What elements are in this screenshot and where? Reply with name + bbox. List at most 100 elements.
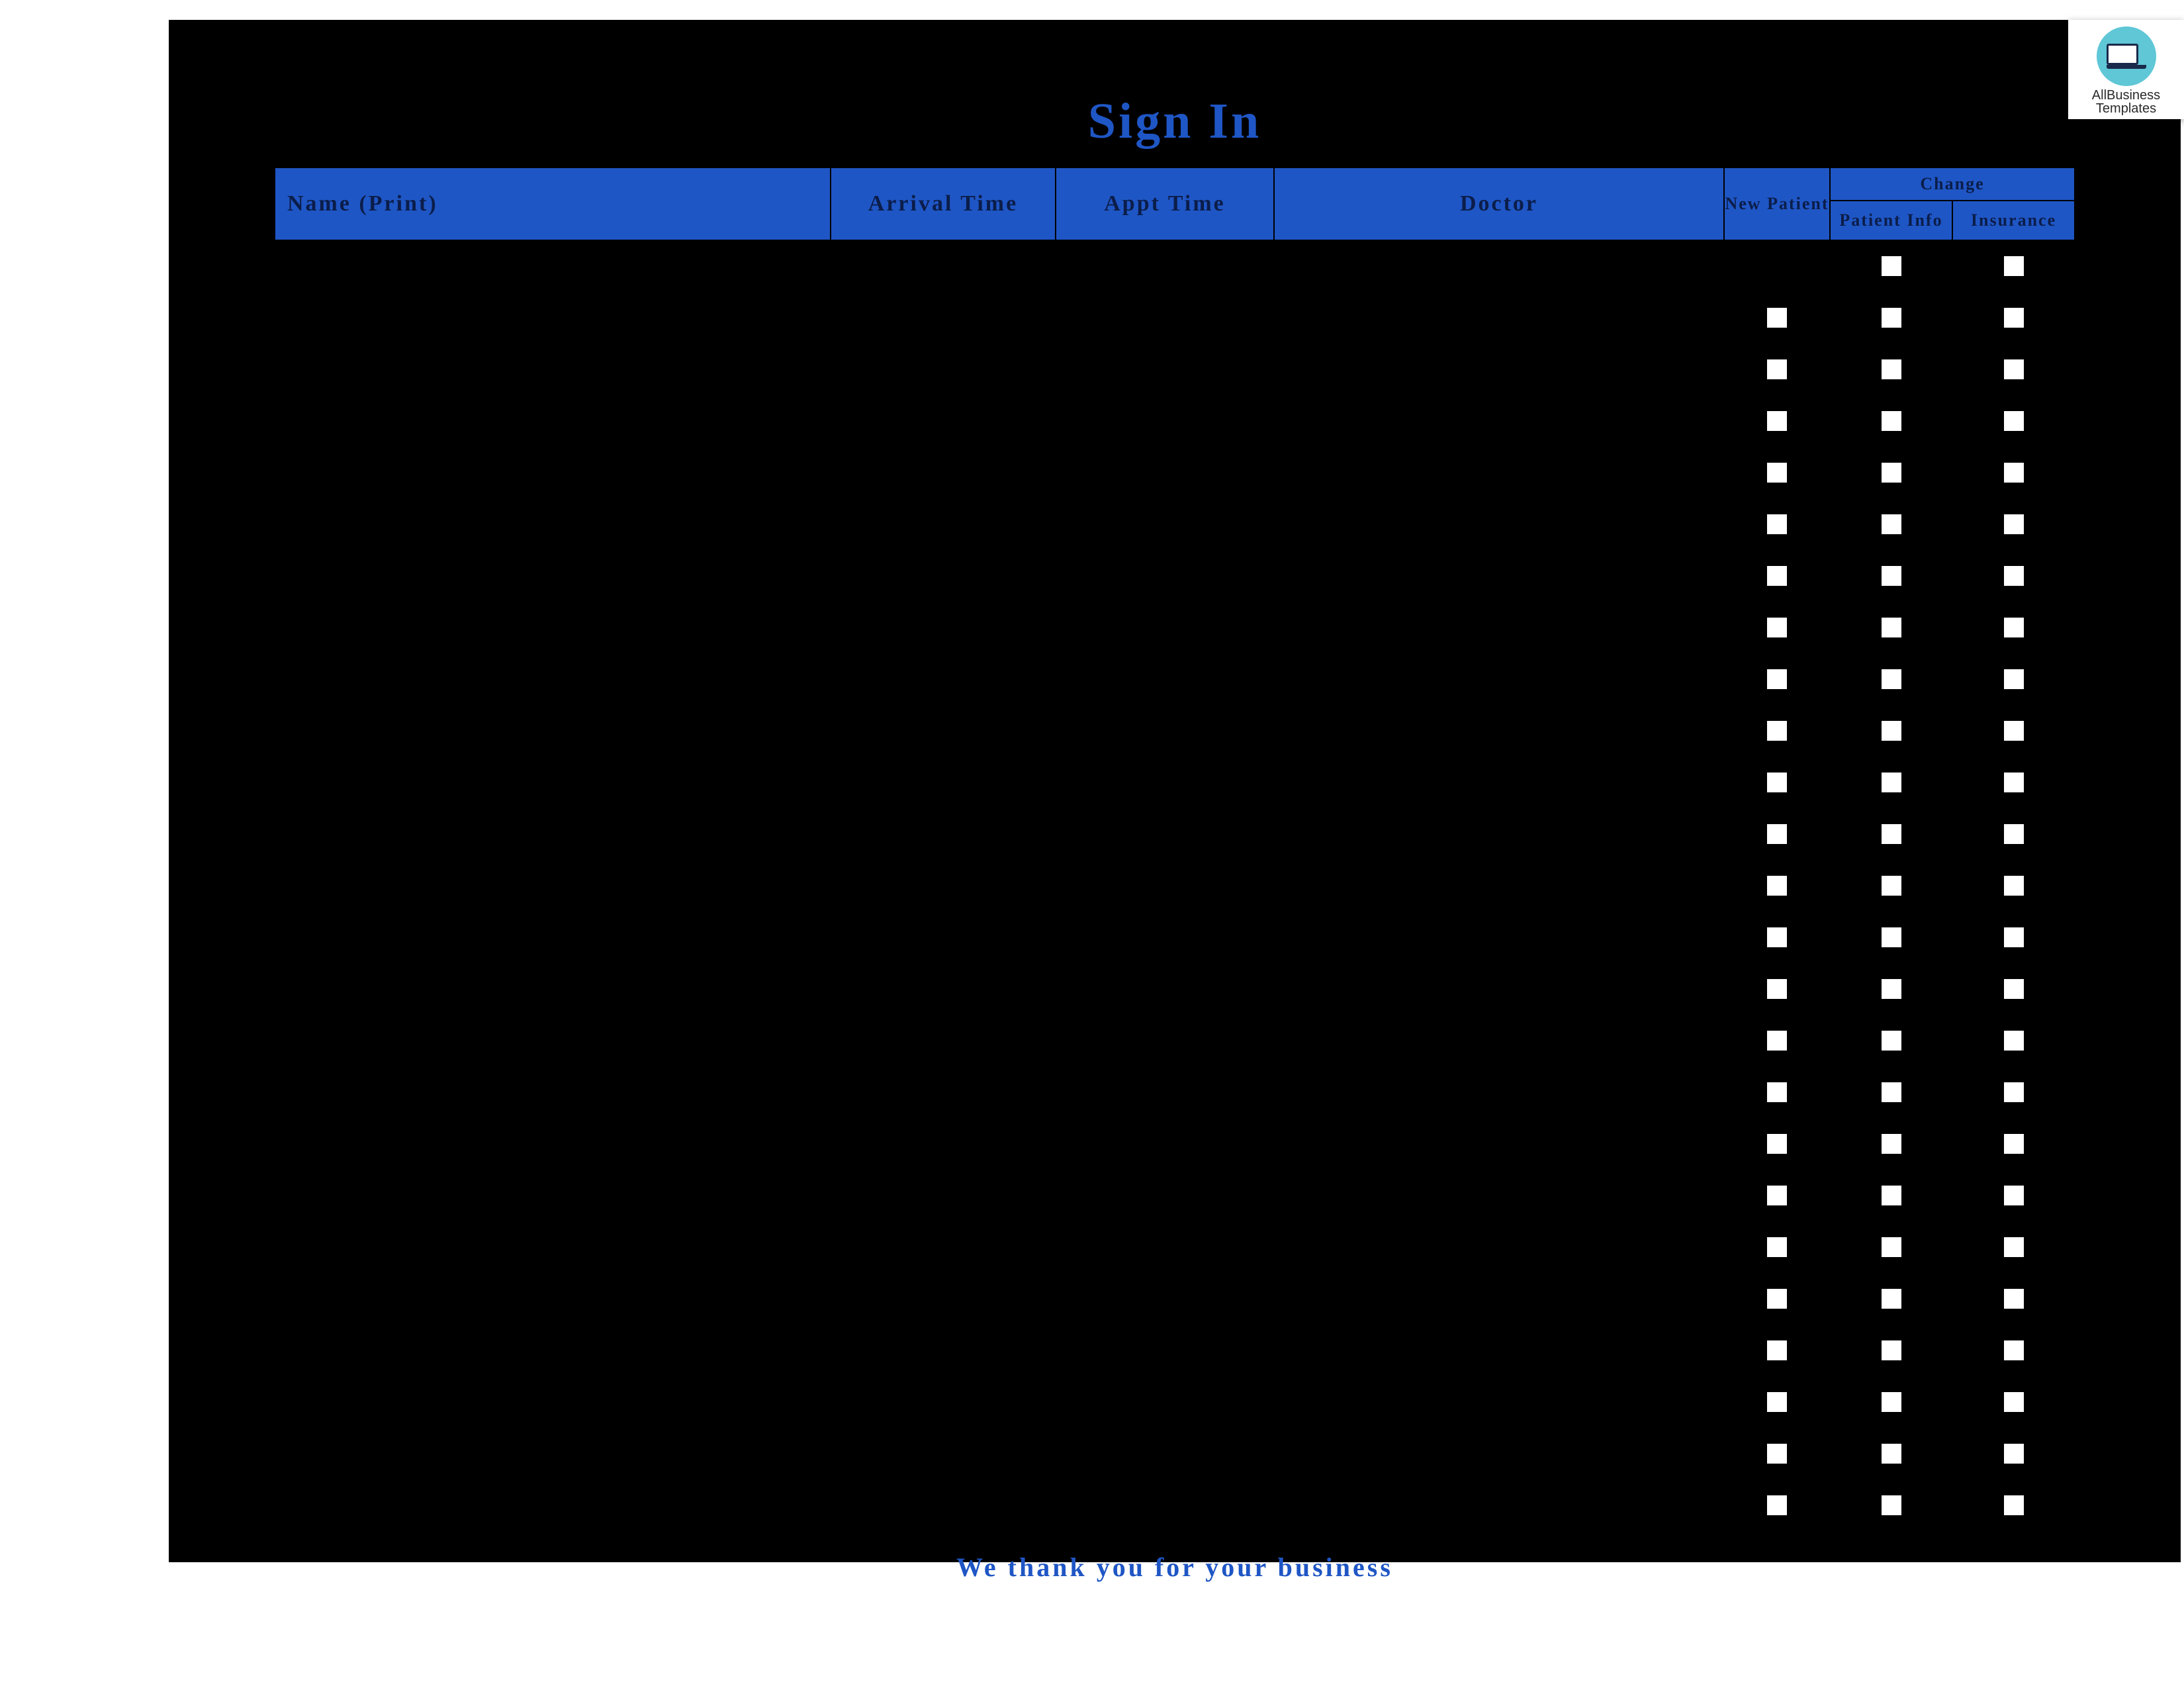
checkbox[interactable] bbox=[2004, 1237, 2024, 1257]
checkbox[interactable] bbox=[1882, 979, 1901, 999]
checkbox[interactable] bbox=[1882, 1495, 1901, 1515]
checkbox[interactable] bbox=[2004, 256, 2024, 276]
cell-appt[interactable] bbox=[1056, 860, 1274, 912]
checkbox[interactable] bbox=[1882, 566, 1901, 586]
checkbox[interactable] bbox=[1767, 1186, 1787, 1205]
cell-doctor[interactable] bbox=[1274, 240, 1724, 292]
cell-new-patient[interactable] bbox=[1724, 344, 1830, 395]
cell-appt[interactable] bbox=[1056, 1273, 1274, 1325]
cell-doctor[interactable] bbox=[1274, 1170, 1724, 1221]
cell-insurance[interactable] bbox=[1952, 1170, 2075, 1221]
cell-name[interactable] bbox=[275, 757, 831, 808]
checkbox[interactable] bbox=[1882, 1031, 1901, 1051]
checkbox[interactable] bbox=[1767, 1289, 1787, 1309]
cell-new-patient[interactable] bbox=[1724, 602, 1830, 653]
cell-insurance[interactable] bbox=[1952, 912, 2075, 963]
cell-patient-info[interactable] bbox=[1830, 860, 1952, 912]
cell-doctor[interactable] bbox=[1274, 550, 1724, 602]
cell-name[interactable] bbox=[275, 1273, 831, 1325]
checkbox[interactable] bbox=[1882, 927, 1901, 947]
cell-insurance[interactable] bbox=[1952, 757, 2075, 808]
cell-insurance[interactable] bbox=[1952, 447, 2075, 498]
cell-name[interactable] bbox=[275, 602, 831, 653]
checkbox[interactable] bbox=[2004, 618, 2024, 637]
cell-patient-info[interactable] bbox=[1830, 395, 1952, 447]
checkbox[interactable] bbox=[2004, 1031, 2024, 1051]
checkbox[interactable] bbox=[1767, 1444, 1787, 1464]
checkbox[interactable] bbox=[1882, 1134, 1901, 1154]
checkbox[interactable] bbox=[2004, 1392, 2024, 1412]
cell-new-patient[interactable] bbox=[1724, 292, 1830, 344]
checkbox[interactable] bbox=[1767, 1031, 1787, 1051]
cell-insurance[interactable] bbox=[1952, 1273, 2075, 1325]
cell-insurance[interactable] bbox=[1952, 1376, 2075, 1428]
cell-patient-info[interactable] bbox=[1830, 1325, 1952, 1376]
checkbox[interactable] bbox=[1767, 359, 1787, 379]
cell-doctor[interactable] bbox=[1274, 808, 1724, 860]
cell-name[interactable] bbox=[275, 498, 831, 550]
cell-patient-info[interactable] bbox=[1830, 292, 1952, 344]
cell-new-patient[interactable] bbox=[1724, 1273, 1830, 1325]
cell-name[interactable] bbox=[275, 653, 831, 705]
cell-doctor[interactable] bbox=[1274, 653, 1724, 705]
checkbox[interactable] bbox=[1767, 927, 1787, 947]
cell-patient-info[interactable] bbox=[1830, 550, 1952, 602]
cell-appt[interactable] bbox=[1056, 1221, 1274, 1273]
cell-name[interactable] bbox=[275, 395, 831, 447]
cell-doctor[interactable] bbox=[1274, 1221, 1724, 1273]
cell-appt[interactable] bbox=[1056, 240, 1274, 292]
cell-new-patient[interactable] bbox=[1724, 963, 1830, 1015]
checkbox[interactable] bbox=[1767, 876, 1787, 896]
cell-appt[interactable] bbox=[1056, 344, 1274, 395]
cell-insurance[interactable] bbox=[1952, 808, 2075, 860]
cell-name[interactable] bbox=[275, 292, 831, 344]
cell-name[interactable] bbox=[275, 1221, 831, 1273]
cell-doctor[interactable] bbox=[1274, 498, 1724, 550]
cell-patient-info[interactable] bbox=[1830, 344, 1952, 395]
cell-patient-info[interactable] bbox=[1830, 602, 1952, 653]
cell-arrival[interactable] bbox=[831, 550, 1056, 602]
cell-arrival[interactable] bbox=[831, 963, 1056, 1015]
cell-insurance[interactable] bbox=[1952, 705, 2075, 757]
cell-appt[interactable] bbox=[1056, 1479, 1274, 1531]
cell-name[interactable] bbox=[275, 1170, 831, 1221]
cell-arrival[interactable] bbox=[831, 808, 1056, 860]
cell-patient-info[interactable] bbox=[1830, 1376, 1952, 1428]
cell-patient-info[interactable] bbox=[1830, 912, 1952, 963]
cell-patient-info[interactable] bbox=[1830, 1221, 1952, 1273]
cell-patient-info[interactable] bbox=[1830, 1170, 1952, 1221]
checkbox[interactable] bbox=[2004, 1340, 2024, 1360]
cell-doctor[interactable] bbox=[1274, 1118, 1724, 1170]
cell-new-patient[interactable] bbox=[1724, 1118, 1830, 1170]
checkbox[interactable] bbox=[1882, 1340, 1901, 1360]
cell-arrival[interactable] bbox=[831, 1479, 1056, 1531]
cell-insurance[interactable] bbox=[1952, 963, 2075, 1015]
cell-patient-info[interactable] bbox=[1830, 653, 1952, 705]
cell-insurance[interactable] bbox=[1952, 292, 2075, 344]
cell-name[interactable] bbox=[275, 1118, 831, 1170]
cell-doctor[interactable] bbox=[1274, 757, 1724, 808]
checkbox[interactable] bbox=[1767, 824, 1787, 844]
cell-insurance[interactable] bbox=[1952, 860, 2075, 912]
cell-doctor[interactable] bbox=[1274, 447, 1724, 498]
checkbox[interactable] bbox=[1882, 1237, 1901, 1257]
cell-arrival[interactable] bbox=[831, 757, 1056, 808]
cell-name[interactable] bbox=[275, 808, 831, 860]
cell-patient-info[interactable] bbox=[1830, 1479, 1952, 1531]
checkbox[interactable] bbox=[1882, 1186, 1901, 1205]
cell-name[interactable] bbox=[275, 1428, 831, 1479]
checkbox[interactable] bbox=[1767, 308, 1787, 328]
checkbox[interactable] bbox=[2004, 876, 2024, 896]
cell-insurance[interactable] bbox=[1952, 1325, 2075, 1376]
cell-arrival[interactable] bbox=[831, 912, 1056, 963]
checkbox[interactable] bbox=[1767, 721, 1787, 741]
cell-doctor[interactable] bbox=[1274, 1325, 1724, 1376]
checkbox[interactable] bbox=[2004, 1289, 2024, 1309]
cell-insurance[interactable] bbox=[1952, 240, 2075, 292]
checkbox[interactable] bbox=[2004, 359, 2024, 379]
cell-doctor[interactable] bbox=[1274, 860, 1724, 912]
cell-arrival[interactable] bbox=[831, 1118, 1056, 1170]
cell-new-patient[interactable] bbox=[1724, 1325, 1830, 1376]
cell-insurance[interactable] bbox=[1952, 395, 2075, 447]
checkbox[interactable] bbox=[1767, 463, 1787, 483]
